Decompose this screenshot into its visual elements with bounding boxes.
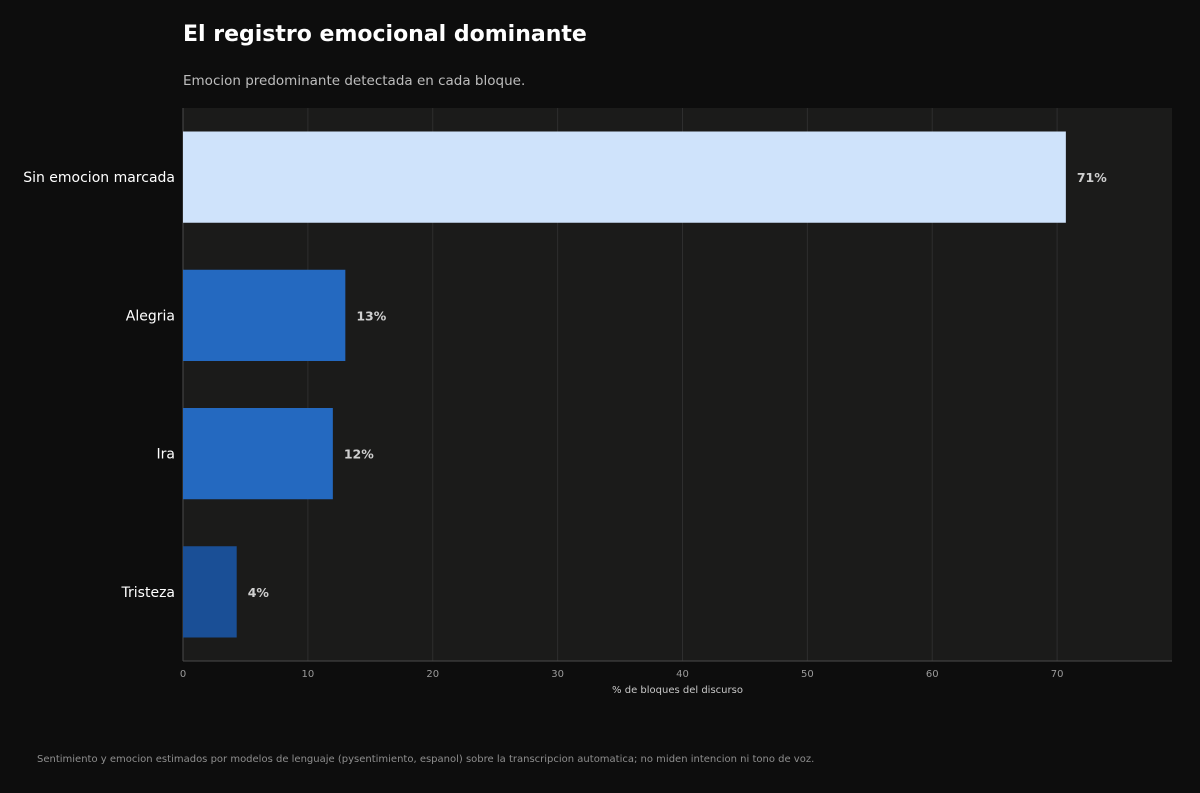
x-tick-label: 30 <box>551 669 564 680</box>
chart-title: El registro emocional dominante <box>183 22 587 47</box>
y-category-label: Sin emocion marcada <box>23 170 175 186</box>
x-tick-label: 20 <box>426 669 439 680</box>
y-category-label: Tristeza <box>121 585 175 601</box>
x-tick-label: 70 <box>1051 669 1064 680</box>
chart-subtitle: Emocion predominante detectada en cada b… <box>183 73 526 89</box>
bar <box>183 408 333 500</box>
bars <box>183 131 1066 638</box>
x-tick-label: 60 <box>926 669 939 680</box>
bar <box>183 269 346 361</box>
bar <box>183 546 237 638</box>
y-category-label: Alegria <box>126 308 175 324</box>
bar-value-label: 71% <box>1077 170 1107 185</box>
x-tick-label: 40 <box>676 669 689 680</box>
labels: 0 10 20 30 40 50 60 70 Sin emocion marcada 71% Ale… <box>23 170 1107 680</box>
bar-value-label: 4% <box>248 585 270 600</box>
x-tick-label: 10 <box>302 669 315 680</box>
bar <box>183 131 1066 223</box>
x-axis-title: % de bloques del discurso <box>612 685 743 696</box>
bar-value-label: 12% <box>344 447 374 462</box>
bar-value-label: 13% <box>356 308 386 323</box>
x-tick-label: 0 <box>180 669 186 680</box>
y-category-label: Ira <box>157 447 175 463</box>
x-tick-label: 50 <box>801 669 814 680</box>
footer-note: Sentimiento y emocion estimados por mode… <box>37 754 815 765</box>
